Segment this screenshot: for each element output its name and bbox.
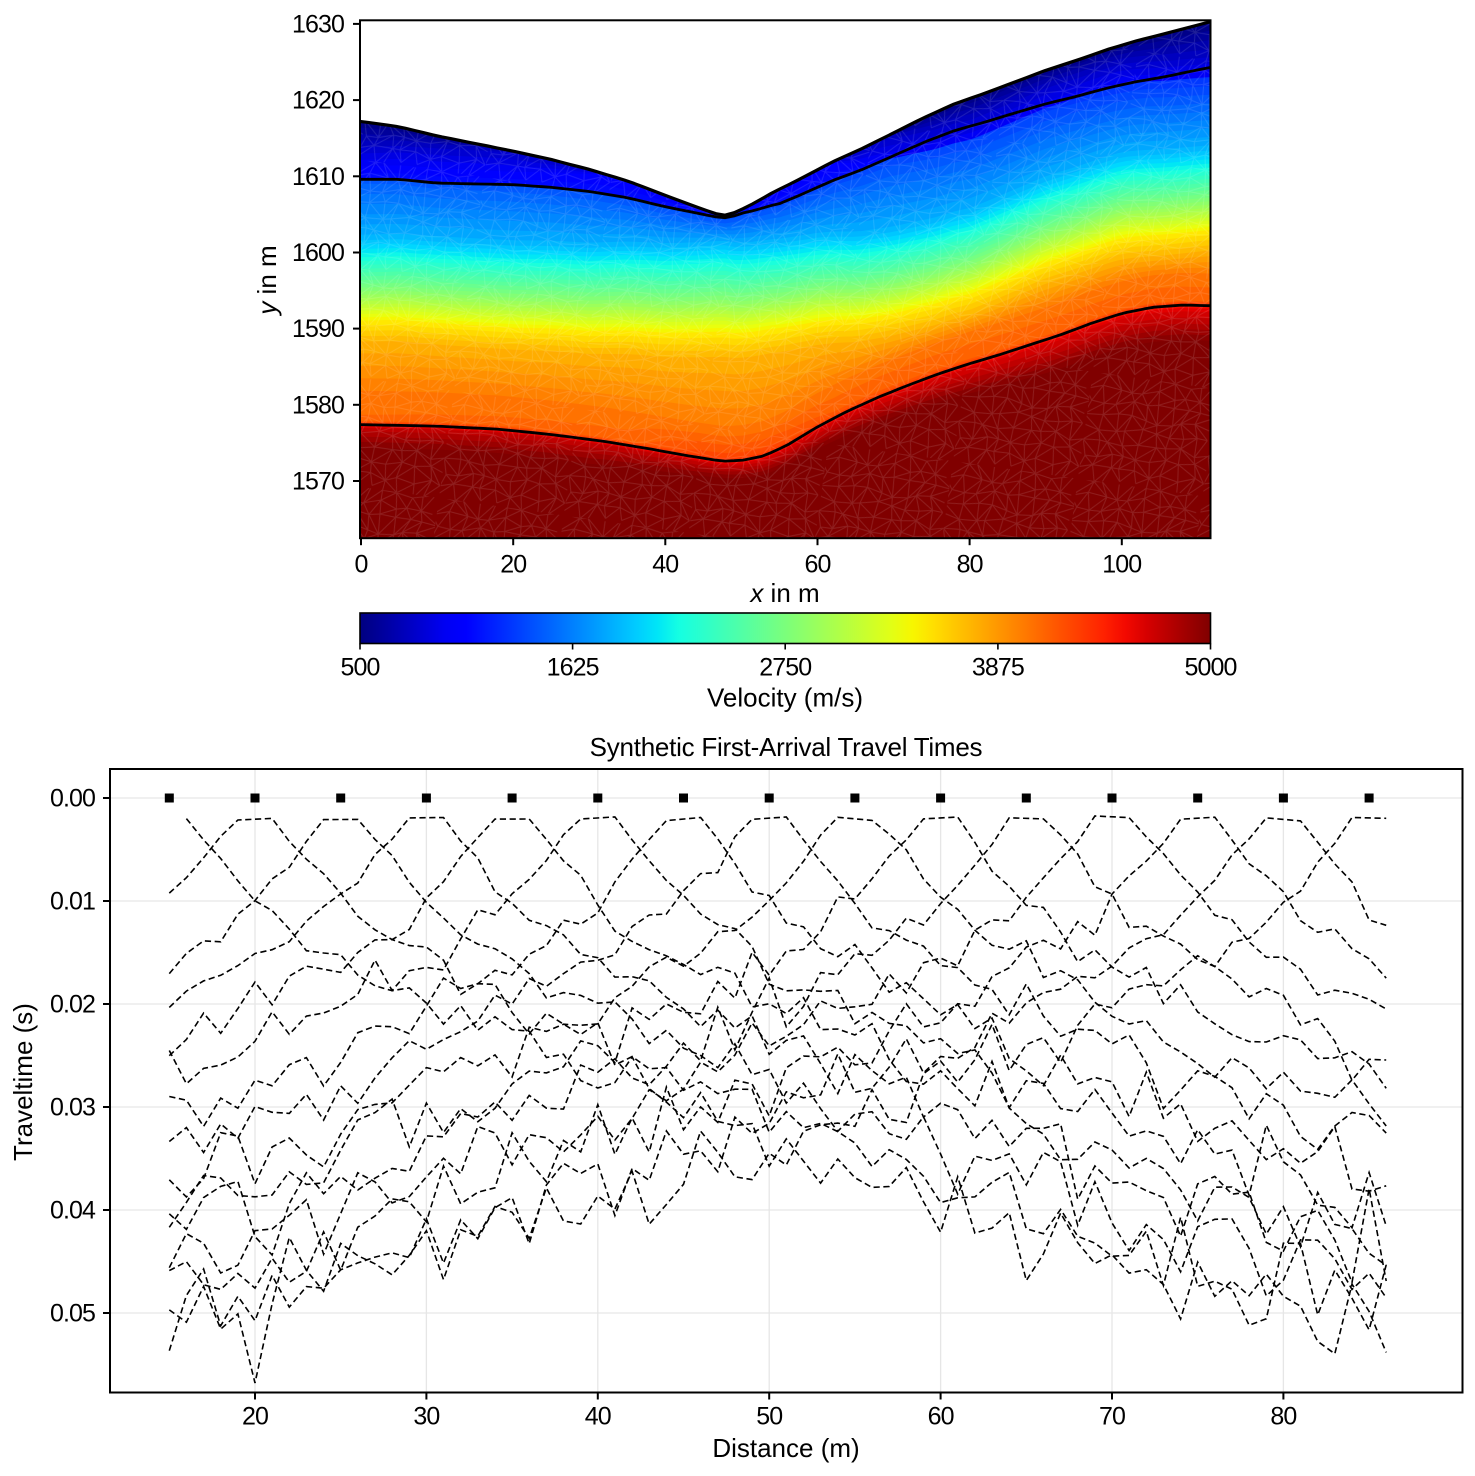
svg-text:Synthetic First-Arrival Travel: Synthetic First-Arrival Travel Times	[590, 732, 983, 762]
svg-text:60: 60	[928, 1403, 954, 1431]
svg-text:40: 40	[585, 1403, 611, 1431]
svg-text:0.01: 0.01	[50, 888, 95, 916]
svg-text:20: 20	[242, 1403, 268, 1431]
svg-text:Traveltime (s): Traveltime (s)	[8, 1003, 38, 1161]
svg-text:80: 80	[1270, 1403, 1296, 1431]
svg-text:1600: 1600	[292, 239, 344, 267]
svg-text:500: 500	[340, 654, 379, 682]
svg-text:3875: 3875	[972, 654, 1024, 682]
svg-text:0.00: 0.00	[50, 785, 95, 813]
svg-text:Velocity (m/s): Velocity (m/s)	[707, 683, 863, 713]
svg-text:1580: 1580	[292, 391, 344, 419]
svg-text:2750: 2750	[759, 654, 811, 682]
svg-text:20: 20	[500, 551, 526, 579]
svg-text:x in m: x in m	[748, 578, 819, 608]
svg-text:5000: 5000	[1184, 654, 1236, 682]
svg-text:0: 0	[354, 551, 367, 579]
svg-text:50: 50	[756, 1403, 782, 1431]
svg-text:y in m: y in m	[252, 245, 282, 316]
svg-text:30: 30	[413, 1403, 439, 1431]
svg-text:60: 60	[804, 551, 830, 579]
svg-text:0.05: 0.05	[50, 1300, 95, 1328]
svg-text:0.03: 0.03	[50, 1094, 95, 1122]
svg-text:1630: 1630	[292, 10, 344, 38]
svg-text:40: 40	[652, 551, 678, 579]
svg-text:Distance (m): Distance (m)	[712, 1433, 859, 1463]
svg-text:0.04: 0.04	[50, 1197, 96, 1225]
svg-text:100: 100	[1102, 551, 1141, 579]
svg-text:80: 80	[957, 551, 983, 579]
svg-text:1570: 1570	[292, 468, 344, 496]
svg-text:1620: 1620	[292, 87, 344, 115]
svg-text:0.02: 0.02	[50, 991, 95, 1019]
svg-text:1590: 1590	[292, 315, 344, 343]
svg-text:1625: 1625	[547, 654, 599, 682]
svg-text:70: 70	[1099, 1403, 1125, 1431]
svg-text:1610: 1610	[292, 163, 344, 191]
